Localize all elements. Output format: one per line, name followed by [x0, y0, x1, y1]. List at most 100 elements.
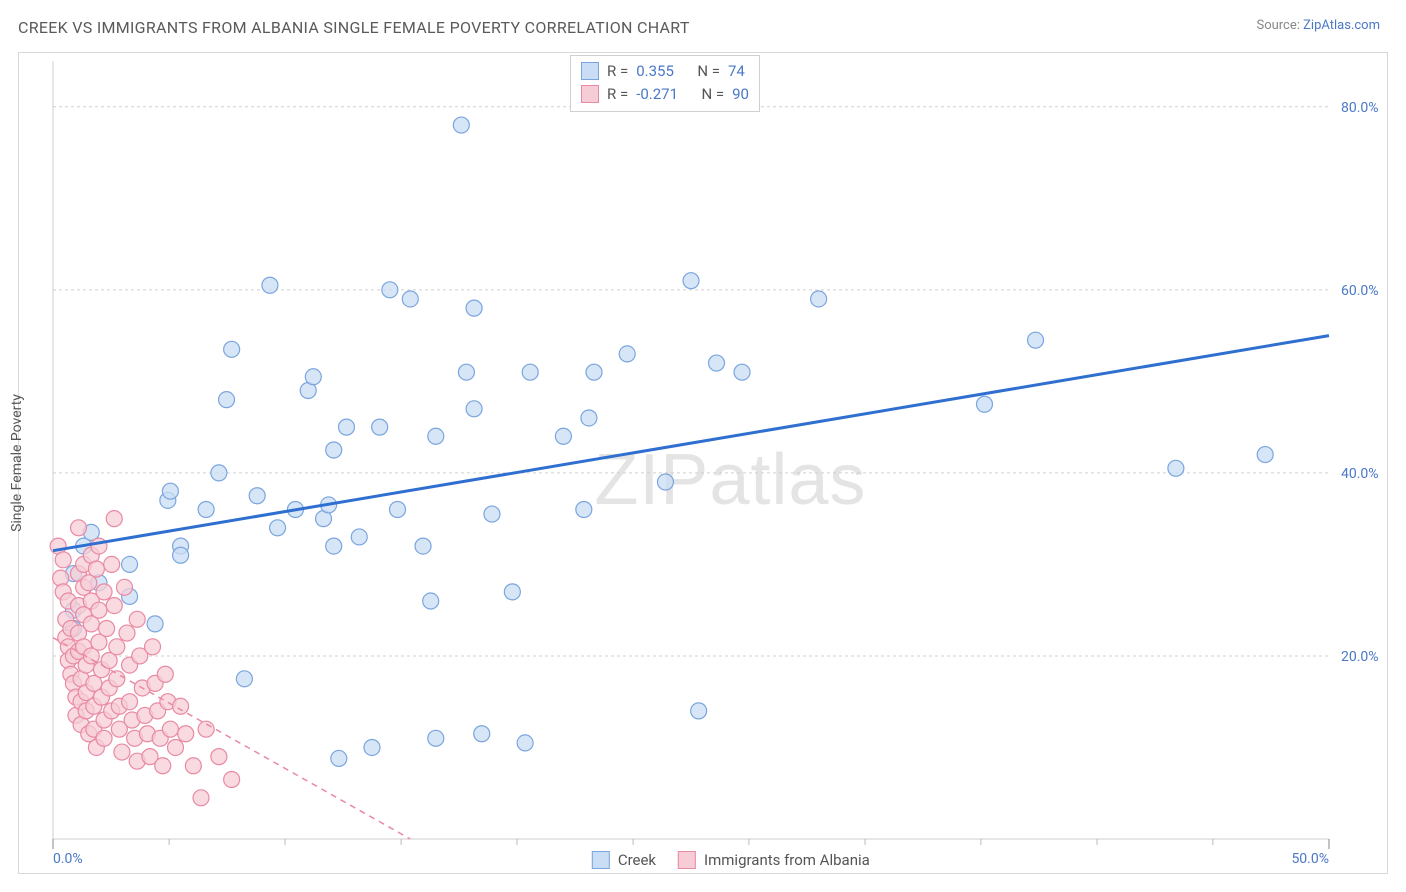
data-point — [576, 501, 592, 517]
data-point — [211, 749, 227, 765]
legend-label-creek: Creek — [618, 851, 656, 869]
data-point — [109, 671, 125, 687]
legend-n-albania: 90 — [732, 83, 749, 106]
data-point — [504, 584, 520, 600]
chart-container: CREEK VS IMMIGRANTS FROM ALBANIA SINGLE … — [0, 0, 1406, 892]
data-point — [555, 428, 571, 444]
data-point — [423, 593, 439, 609]
data-point — [382, 282, 398, 298]
legend-n-label2: N = — [701, 83, 724, 106]
data-point — [522, 364, 538, 380]
data-point — [162, 721, 178, 737]
data-point — [129, 611, 145, 627]
data-point — [458, 364, 474, 380]
swatch-creek — [581, 62, 599, 80]
data-point — [155, 758, 171, 774]
legend-r-label: R = — [607, 60, 628, 83]
data-point — [157, 666, 173, 682]
data-point — [517, 735, 533, 751]
legend-label-albania: Immigrants from Albania — [704, 851, 870, 869]
data-point — [145, 639, 161, 655]
data-point — [178, 726, 194, 742]
data-point — [331, 750, 347, 766]
data-point — [99, 620, 115, 636]
data-point — [326, 538, 342, 554]
data-point — [173, 547, 189, 563]
y-tick-label: 20.0% — [1341, 649, 1379, 665]
data-point — [484, 506, 500, 522]
data-point — [581, 410, 597, 426]
scatter-plot-svg: 20.0%40.0%60.0%80.0%0.0%50.0%ZIPatlas — [19, 53, 1387, 873]
data-point — [224, 772, 240, 788]
data-point — [1028, 332, 1044, 348]
data-point — [270, 520, 286, 536]
data-point — [338, 419, 354, 435]
data-point — [811, 291, 827, 307]
legend-n-creek: 74 — [728, 60, 745, 83]
data-point — [428, 730, 444, 746]
y-tick-label: 60.0% — [1341, 283, 1379, 299]
data-point — [147, 616, 163, 632]
chart-title: CREEK VS IMMIGRANTS FROM ALBANIA SINGLE … — [18, 18, 690, 37]
data-point — [586, 364, 602, 380]
data-point — [114, 744, 130, 760]
source-prefix: Source: — [1256, 18, 1303, 33]
y-tick-label: 40.0% — [1341, 466, 1379, 482]
legend-r-label2: R = — [607, 83, 628, 106]
data-point — [96, 730, 112, 746]
data-point — [104, 556, 120, 572]
data-point — [198, 721, 214, 737]
data-point — [683, 273, 699, 289]
data-point — [122, 556, 138, 572]
swatch-albania — [581, 85, 599, 103]
data-point — [372, 419, 388, 435]
legend-r-albania: -0.271 — [636, 83, 678, 106]
data-point — [185, 758, 201, 774]
data-point — [415, 538, 431, 554]
data-point — [167, 739, 183, 755]
data-point — [619, 346, 635, 362]
swatch-albania-bottom — [678, 851, 696, 869]
header-bar: CREEK VS IMMIGRANTS FROM ALBANIA SINGLE … — [0, 0, 1406, 43]
data-point — [305, 369, 321, 385]
legend-r-creek: 0.355 — [636, 60, 674, 83]
data-point — [691, 703, 707, 719]
data-point — [453, 117, 469, 133]
legend-row-creek: R = 0.355 N = 74 — [581, 60, 749, 83]
data-point — [474, 726, 490, 742]
data-point — [351, 529, 367, 545]
data-point — [91, 602, 107, 618]
y-tick-label: 80.0% — [1341, 100, 1379, 116]
x-tick-label: 50.0% — [1291, 851, 1329, 867]
data-point — [326, 442, 342, 458]
data-point — [116, 579, 132, 595]
data-point — [402, 291, 418, 307]
data-point — [88, 561, 104, 577]
x-tick-label: 0.0% — [53, 851, 83, 867]
data-point — [262, 277, 278, 293]
legend-correlation-box: R = 0.355 N = 74 R = -0.271 N = 90 — [570, 55, 760, 112]
legend-item-creek: Creek — [592, 851, 656, 869]
data-point — [55, 552, 71, 568]
legend-row-albania: R = -0.271 N = 90 — [581, 83, 749, 106]
data-point — [106, 511, 122, 527]
data-point — [71, 520, 87, 536]
legend-n-label: N = — [697, 60, 720, 83]
chart-area: Single Female Poverty 20.0%40.0%60.0%80.… — [18, 52, 1388, 874]
legend-item-albania: Immigrants from Albania — [678, 851, 870, 869]
data-point — [173, 698, 189, 714]
data-point — [657, 474, 673, 490]
data-point — [364, 739, 380, 755]
data-point — [162, 483, 178, 499]
data-point — [236, 671, 252, 687]
data-point — [466, 401, 482, 417]
source-link[interactable]: ZipAtlas.com — [1303, 18, 1380, 33]
data-point — [211, 465, 227, 481]
data-point — [122, 694, 138, 710]
data-point — [976, 396, 992, 412]
data-point — [709, 355, 725, 371]
data-point — [466, 300, 482, 316]
data-point — [109, 639, 125, 655]
data-point — [1257, 447, 1273, 463]
swatch-creek-bottom — [592, 851, 610, 869]
